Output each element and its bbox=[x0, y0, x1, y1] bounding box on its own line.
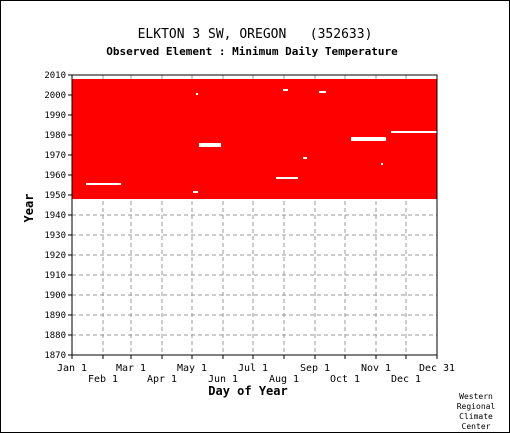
y-tick-label-1990: 1990 bbox=[44, 111, 66, 121]
x-tick-label-apr-1: Apr 1 bbox=[147, 374, 177, 385]
plot-area: 1870 1880 1890 1900 1910 1920 1930 1940 1950 1960… bbox=[44, 71, 455, 385]
y-tick-label-1960: 1960 bbox=[44, 171, 66, 181]
y-axis-label: Year bbox=[22, 194, 36, 223]
x-tick-label-jan-1: Jan 1 bbox=[57, 363, 87, 374]
x-tick-label-aug-1: Aug 1 bbox=[269, 374, 299, 385]
y-tick-label-2010: 2010 bbox=[44, 71, 66, 81]
y-tick-label-1930: 1930 bbox=[44, 231, 66, 241]
missing-segment-10 bbox=[196, 93, 198, 95]
x-tick-label-mar-1: Mar 1 bbox=[116, 363, 146, 374]
missing-segment-5 bbox=[199, 145, 221, 147]
y-tick-label-1920: 1920 bbox=[44, 251, 66, 261]
missing-segment-6 bbox=[199, 143, 221, 145]
y-tick-label-1880: 1880 bbox=[44, 331, 66, 341]
missing-segment-8 bbox=[351, 137, 386, 139]
x-tick-label-feb-1: Feb 1 bbox=[88, 374, 118, 385]
y-tick-label-1980: 1980 bbox=[44, 131, 66, 141]
missing-segment-7 bbox=[351, 139, 386, 141]
credit-line-3: Climate bbox=[459, 412, 493, 421]
y-tick-label-2000: 2000 bbox=[44, 91, 66, 101]
x-tick-label-jun-1: Jun 1 bbox=[208, 374, 238, 385]
credit-line-1: Western bbox=[459, 392, 493, 401]
x-tick-label-dec-31: Dec 31 bbox=[419, 363, 455, 374]
x-tick-label-jul-1: Jul 1 bbox=[238, 363, 268, 374]
y-tick-label-1870: 1870 bbox=[44, 351, 66, 361]
missing-segment-12 bbox=[319, 91, 326, 93]
y-tick-label-1890: 1890 bbox=[44, 311, 66, 321]
missing-segment-11 bbox=[283, 89, 288, 91]
x-tick-label-nov-1: Nov 1 bbox=[361, 363, 391, 374]
y-tick-label-1950: 1950 bbox=[44, 191, 66, 201]
missing-segment-9 bbox=[391, 131, 437, 133]
chart-subtitle: Observed Element : Minimum Daily Tempera… bbox=[106, 45, 398, 58]
y-tick-label-1900: 1900 bbox=[44, 291, 66, 301]
credit-line-2: Regional bbox=[457, 402, 496, 411]
missing-segment-2 bbox=[193, 191, 198, 193]
missing-segment-3 bbox=[381, 163, 383, 165]
x-tick-label-sep-1: Sep 1 bbox=[300, 363, 330, 374]
x-tick-label-may-1: May 1 bbox=[177, 363, 207, 374]
x-tick-label-oct-1: Oct 1 bbox=[330, 374, 360, 385]
x-tick-label-dec-1: Dec 1 bbox=[391, 374, 421, 385]
y-tick-label-1970: 1970 bbox=[44, 151, 66, 161]
y-tick-label-1940: 1940 bbox=[44, 211, 66, 221]
credit-block: Western Regional Climate Center bbox=[457, 392, 496, 431]
chart-title: ELKTON 3 SW, OREGON (352633) bbox=[138, 27, 373, 42]
credit-line-4: Center bbox=[462, 422, 491, 431]
y-tick-label-1910: 1910 bbox=[44, 271, 66, 281]
missing-segment-1 bbox=[276, 177, 298, 179]
x-axis-label: Day of Year bbox=[208, 384, 287, 398]
missing-segment-0 bbox=[86, 183, 121, 185]
missing-segment-4 bbox=[303, 157, 307, 159]
